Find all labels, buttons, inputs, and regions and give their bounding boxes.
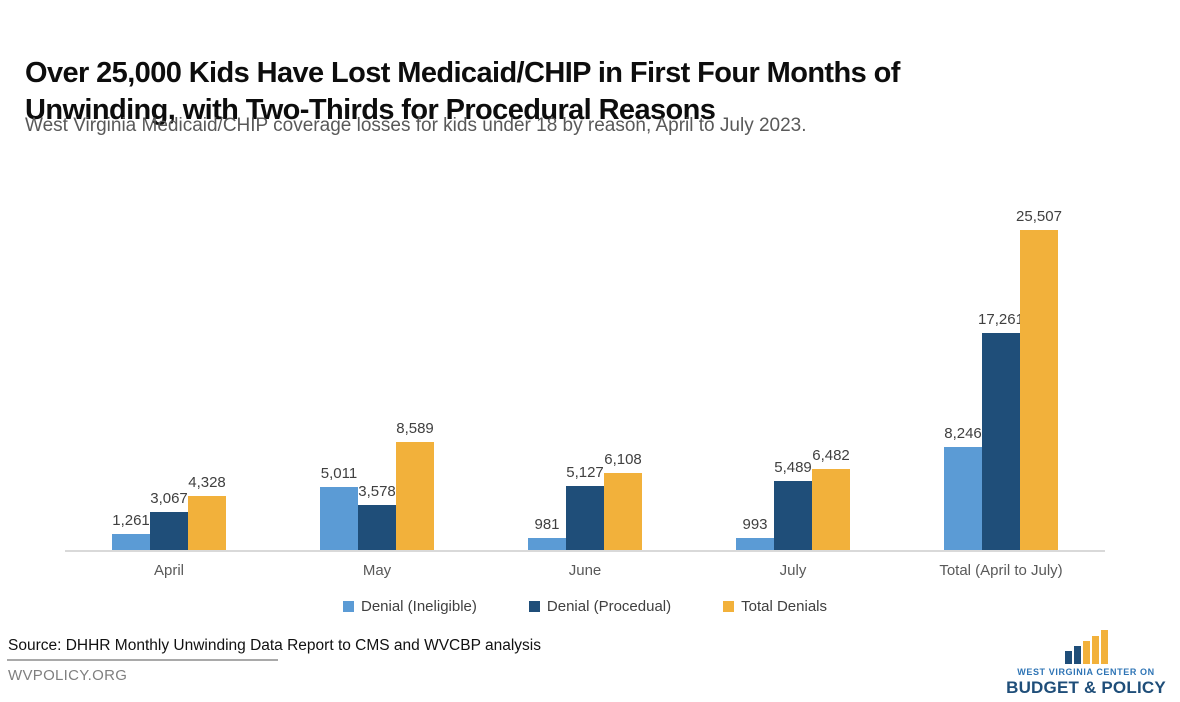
title-line-2: Unwinding, with Two-Thirds for Procedura…	[25, 94, 716, 127]
bar-denial-ineligible-total-april-to-july	[944, 447, 982, 550]
legend-label: Total Denials	[741, 598, 828, 615]
chart-subtitle: West Virginia Medicaid/CHIP coverage los…	[25, 115, 807, 136]
legend-swatch-gold-icon	[723, 601, 735, 612]
logo-text-line2: BUDGET & POLICY	[1006, 678, 1166, 697]
bar-value-label: 1,261	[112, 512, 150, 529]
chart-legend: Denial (Ineligible) Denial (Procedual) T…	[65, 598, 1105, 615]
x-axis-label-total-april-to-july: Total (April to July)	[939, 562, 1063, 579]
bar-value-label: 5,489	[774, 459, 812, 476]
bar-total-denials-june	[604, 473, 642, 550]
bar-value-label: 8,589	[396, 420, 434, 437]
bar-value-label: 3,578	[358, 483, 396, 500]
source-underline-divider	[7, 659, 278, 661]
bar-value-label: 981	[534, 516, 560, 533]
bar-denial-procedual-total-april-to-july	[982, 333, 1020, 550]
x-axis-label-april: April	[153, 562, 185, 579]
wvcbp-logo: WEST VIRGINIA CENTER ON BUDGET & POLICY	[1006, 630, 1166, 698]
bar-value-label: 3,067	[150, 490, 188, 507]
legend-item-denial-procedural: Denial (Procedual)	[528, 598, 672, 615]
bar-total-denials-total-april-to-july	[1020, 230, 1058, 550]
bar-total-denials-april	[188, 496, 226, 550]
source-citation: Source: DHHR Monthly Unwinding Data Repo…	[8, 637, 541, 654]
page-title: Over 25,000 Kids Have Lost Medicaid/CHIP…	[25, 55, 1155, 129]
legend-item-denial-ineligible: Denial (Ineligible)	[342, 598, 477, 615]
legend-swatch-light-blue-icon	[342, 601, 354, 612]
bar-denial-procedual-june	[566, 486, 604, 550]
bar-denial-ineligible-april	[112, 534, 150, 550]
x-axis-label-june: June	[568, 562, 602, 579]
x-axis-label-july: July	[779, 562, 807, 579]
bar-total-denials-may	[396, 442, 434, 550]
legend-item-total-denials: Total Denials	[723, 598, 827, 615]
logo-text-line1: WEST VIRGINIA CENTER ON	[1017, 667, 1155, 677]
bar-value-label: 25,507	[1016, 208, 1062, 225]
bar-value-label: 5,011	[320, 465, 358, 482]
bar-value-label: 6,108	[604, 451, 642, 468]
bar-value-label: 993	[742, 516, 768, 533]
bar-denial-ineligible-july	[736, 538, 774, 550]
bar-denial-procedual-may	[358, 505, 396, 550]
bar-total-denials-july	[812, 469, 850, 550]
bar-value-label: 17,261	[978, 311, 1024, 328]
bar-chart-plot-area: 1,261 3,067 4,328 April 5,011 3,578 8,589 May 98…	[65, 208, 1105, 579]
bar-value-label: 6,482	[812, 447, 850, 464]
bar-denial-ineligible-may	[320, 487, 358, 550]
ascending-bar-chart-logo-icon	[1064, 630, 1108, 664]
bar-denial-procedual-july	[774, 481, 812, 550]
website-url: WVPOLICY.ORG	[8, 667, 128, 684]
title-line-1: Over 25,000 Kids Have Lost Medicaid/CHIP…	[25, 57, 900, 90]
bar-value-label: 4,328	[188, 474, 226, 491]
x-axis-label-may: May	[362, 562, 392, 579]
bar-value-label: 8,246	[944, 425, 982, 442]
bar-value-label: 5,127	[566, 464, 604, 481]
bar-denial-procedual-april	[150, 512, 188, 550]
legend-label: Denial (Ineligible)	[360, 598, 477, 615]
legend-label: Denial (Procedual)	[546, 598, 672, 615]
legend-swatch-dark-blue-icon	[528, 601, 540, 612]
bar-denial-ineligible-june	[528, 538, 566, 550]
